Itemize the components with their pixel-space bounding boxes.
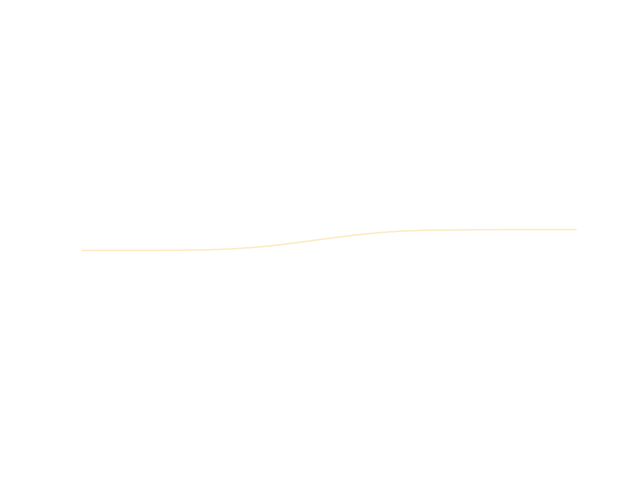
series-line-0 <box>81 228 577 252</box>
